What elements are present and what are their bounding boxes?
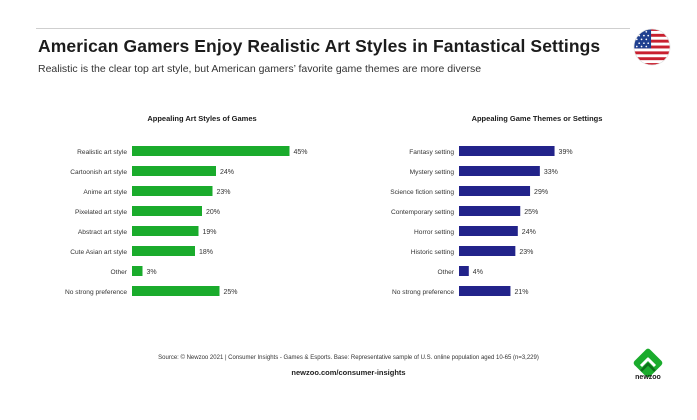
data-label: 29% — [534, 189, 548, 196]
bar — [459, 286, 511, 296]
footer-source: Source: © Newzoo 2021 | Consumer Insight… — [158, 355, 539, 361]
bar — [132, 146, 290, 156]
data-label: 4% — [473, 269, 483, 276]
flag-stripe — [633, 28, 671, 31]
bar — [132, 166, 216, 176]
bar — [459, 146, 555, 156]
chart-title: Appealing Game Themes or Settings — [472, 114, 603, 123]
category-label: No strong preference — [392, 289, 454, 296]
page-subtitle: Realistic is the clear top art style, bu… — [38, 63, 482, 75]
data-label: 33% — [544, 169, 558, 176]
category-label: Abstract art style — [78, 229, 127, 236]
category-label: No strong preference — [65, 289, 127, 296]
category-label: Mystery setting — [410, 169, 455, 176]
data-label: 25% — [224, 289, 238, 296]
bar — [132, 186, 213, 196]
flag-stripe — [633, 57, 671, 61]
flag-stripe — [633, 39, 671, 43]
data-label: 39% — [559, 149, 573, 156]
chart-title: Appealing Art Styles of Games — [147, 114, 256, 123]
bar — [132, 266, 143, 276]
category-label: Cute Asian art style — [70, 249, 127, 256]
bar — [459, 266, 469, 276]
data-label: 21% — [514, 289, 528, 296]
category-label: Other — [111, 269, 128, 276]
top-divider — [36, 28, 630, 29]
us-flag-icon — [633, 28, 671, 66]
bar — [459, 206, 521, 216]
category-label: Historic setting — [411, 249, 455, 256]
data-label: 18% — [199, 249, 213, 256]
data-label: 45% — [294, 149, 308, 156]
bar — [132, 226, 199, 236]
category-label: Horror setting — [414, 229, 454, 236]
category-label: Cartoonish art style — [70, 169, 127, 176]
bar — [459, 186, 531, 196]
flag-stripe — [633, 63, 671, 66]
page-title: American Gamers Enjoy Realistic Art Styl… — [38, 36, 601, 56]
flag-stripe — [633, 51, 671, 55]
bar — [459, 166, 540, 176]
footer-url[interactable]: newzoo.com/consumer-insights — [291, 368, 406, 377]
data-label: 19% — [203, 229, 217, 236]
bar — [459, 246, 516, 256]
flag-stripe — [633, 33, 671, 37]
bar — [132, 246, 195, 256]
category-label: Realistic art style — [77, 149, 127, 156]
data-label: 24% — [522, 229, 536, 236]
data-label: 24% — [220, 169, 234, 176]
data-label: 3% — [147, 269, 157, 276]
category-label: Pixelated art style — [75, 209, 127, 216]
data-label: 25% — [524, 209, 538, 216]
category-label: Contemporary setting — [391, 209, 454, 216]
data-label: 23% — [519, 249, 533, 256]
bar — [459, 226, 518, 236]
bar — [132, 206, 202, 216]
bar — [132, 286, 220, 296]
flag-stripe — [633, 45, 671, 49]
data-label: 20% — [206, 209, 220, 216]
newzoo-logo-text: newzoo — [635, 374, 661, 381]
data-label: 23% — [217, 189, 231, 196]
category-label: Fantasy setting — [409, 149, 454, 156]
category-label: Science fiction setting — [390, 189, 454, 196]
newzoo-logo-icon — [633, 348, 663, 378]
category-label: Anime art style — [83, 189, 127, 196]
category-label: Other — [438, 269, 455, 276]
